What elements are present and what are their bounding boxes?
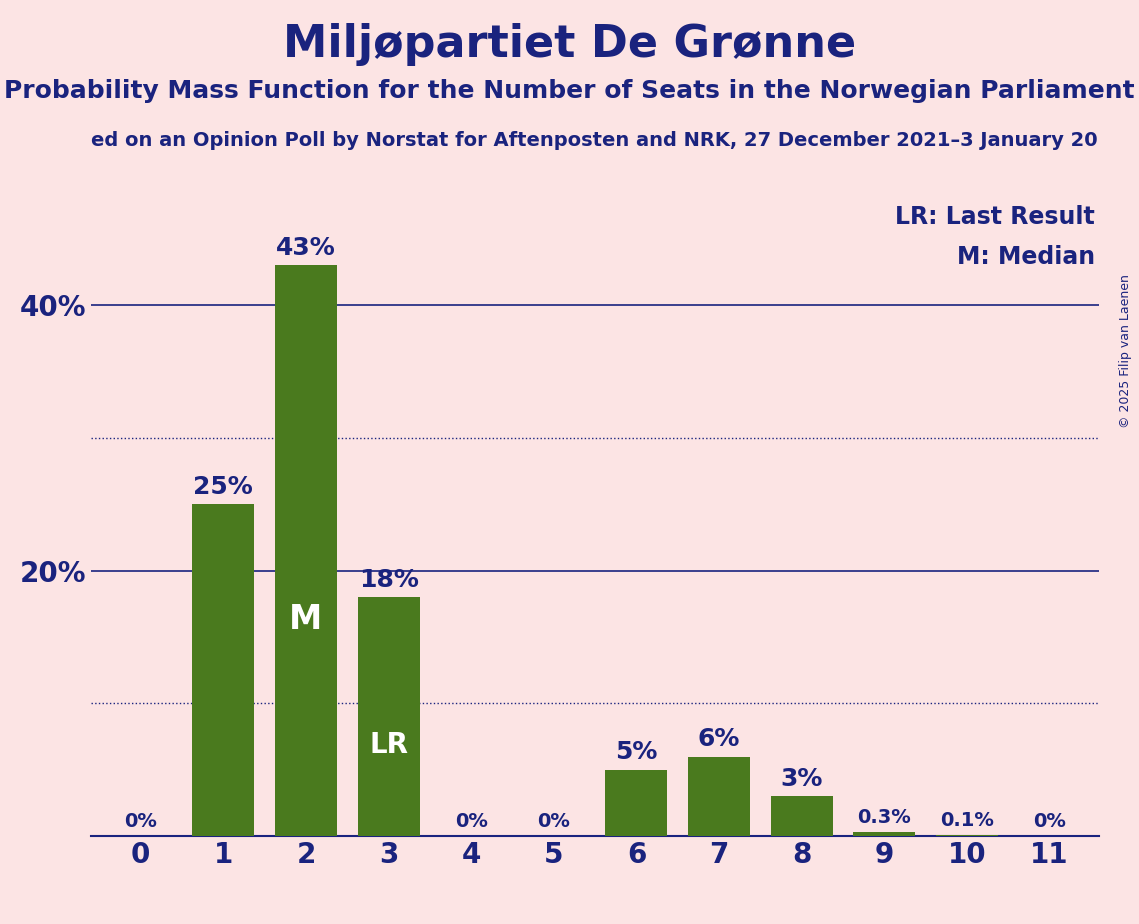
Bar	[688, 757, 751, 836]
Text: LR: Last Result: LR: Last Result	[895, 205, 1095, 229]
Text: LR: LR	[369, 732, 408, 760]
Text: 0.1%: 0.1%	[940, 810, 994, 830]
Bar	[853, 833, 916, 836]
Bar	[606, 770, 667, 836]
Text: 0.3%: 0.3%	[858, 808, 911, 827]
Bar	[771, 796, 833, 836]
Text: 25%: 25%	[194, 475, 253, 499]
Bar	[358, 597, 419, 836]
Text: 5%: 5%	[615, 740, 657, 764]
Text: 18%: 18%	[359, 568, 418, 592]
Text: 0%: 0%	[538, 812, 571, 831]
Text: 0%: 0%	[124, 812, 157, 831]
Text: 0%: 0%	[454, 812, 487, 831]
Text: Miljøpartiet De Grønne: Miljøpartiet De Grønne	[282, 23, 857, 67]
Text: Probability Mass Function for the Number of Seats in the Norwegian Parliament: Probability Mass Function for the Number…	[5, 79, 1134, 103]
Text: 0%: 0%	[1033, 812, 1066, 831]
Text: M: M	[289, 602, 322, 636]
Bar	[274, 265, 337, 836]
Bar	[936, 835, 998, 836]
Text: 3%: 3%	[780, 767, 822, 791]
Bar	[192, 505, 254, 836]
Text: M: Median: M: Median	[957, 245, 1095, 269]
Text: 6%: 6%	[698, 727, 740, 751]
Text: ed on an Opinion Poll by Norstat for Aftenposten and NRK, 27 December 2021–3 Jan: ed on an Opinion Poll by Norstat for Aft…	[91, 131, 1098, 151]
Text: 43%: 43%	[276, 236, 336, 260]
Text: © 2025 Filip van Laenen: © 2025 Filip van Laenen	[1118, 274, 1132, 428]
